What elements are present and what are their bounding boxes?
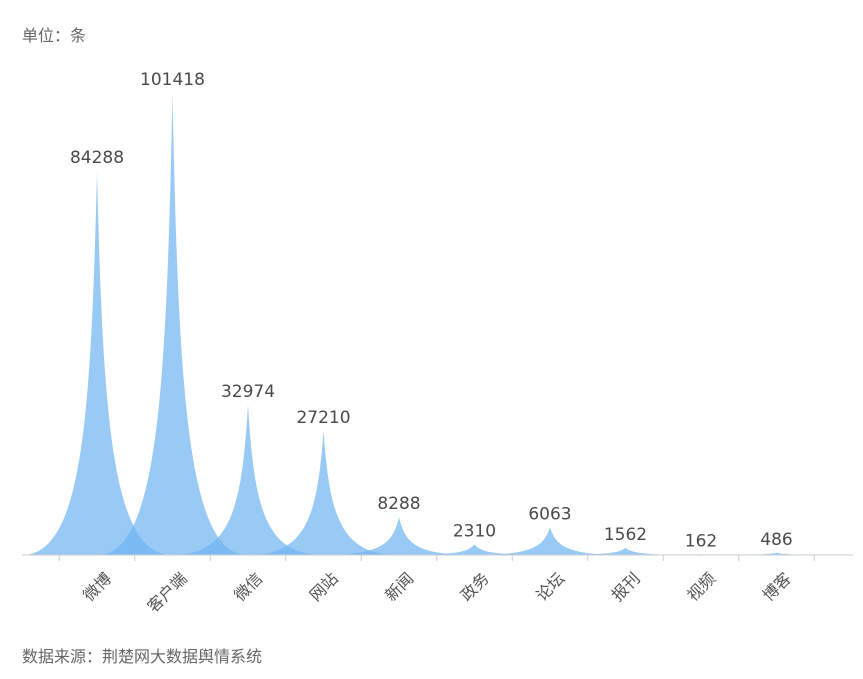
category-labels: 微博 客户端 微信 网站 新闻 政务 论坛 报刊 视频 博客 xyxy=(79,569,795,616)
category-label: 新闻 xyxy=(381,569,417,605)
category-label: 博客 xyxy=(759,569,795,605)
category-label: 网站 xyxy=(306,569,342,605)
value-label: 8288 xyxy=(377,494,420,514)
peak-3 xyxy=(173,404,323,555)
category-label: 微博 xyxy=(79,569,115,605)
value-label: 6063 xyxy=(528,504,571,524)
category-label: 客户端 xyxy=(143,569,190,616)
peak-10 xyxy=(701,552,852,555)
value-label: 32974 xyxy=(221,382,275,402)
source-label: 数据来源：荆楚网大数据舆情系统 xyxy=(22,647,263,666)
category-label: 微信 xyxy=(230,569,266,605)
unit-label: 单位：条 xyxy=(22,26,87,45)
category-label: 视频 xyxy=(683,569,719,605)
peak-2 xyxy=(97,93,248,555)
value-label: 162 xyxy=(685,531,717,551)
value-label: 101418 xyxy=(140,70,205,90)
value-labels: 84288 101418 32974 27210 8288 2310 6063 1562 162… xyxy=(70,70,793,551)
value-label: 486 xyxy=(760,530,792,550)
category-label: 政务 xyxy=(457,569,493,605)
peaks-layer xyxy=(22,93,852,556)
peak-6 xyxy=(399,544,550,555)
peak-7 xyxy=(475,527,625,555)
peak-4 xyxy=(248,431,399,555)
category-label: 报刊 xyxy=(608,569,644,605)
value-label: 27210 xyxy=(296,408,350,428)
value-label: 1562 xyxy=(604,525,647,545)
value-label: 84288 xyxy=(70,148,124,168)
value-label: 2310 xyxy=(453,521,496,541)
peak-5 xyxy=(324,517,474,555)
x-axis-ticks xyxy=(58,555,815,561)
peak-8 xyxy=(550,547,701,555)
category-label: 论坛 xyxy=(532,569,568,605)
peak-1 xyxy=(22,171,172,556)
